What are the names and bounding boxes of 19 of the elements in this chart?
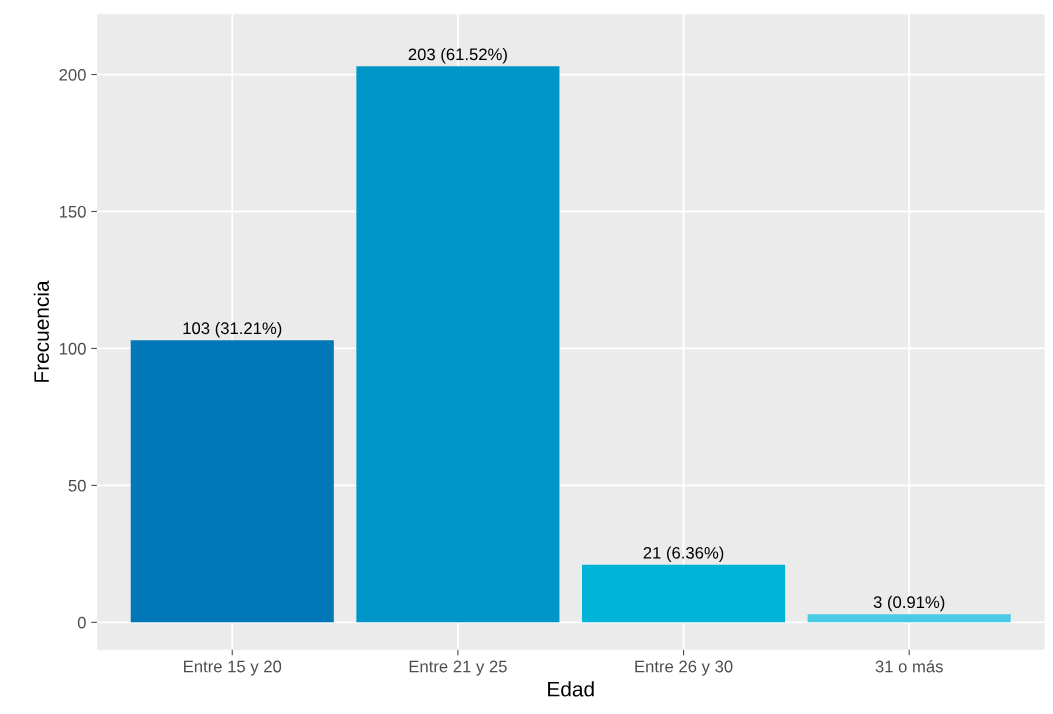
- y-tick-label: 0: [77, 616, 86, 629]
- data-label: 103 (31.21%): [183, 321, 282, 338]
- bar: [356, 66, 560, 623]
- data-label: 21 (6.36%): [643, 546, 724, 563]
- x-tick-label: Entre 15 y 20: [184, 660, 282, 676]
- data-label: 3 (0.91%): [873, 595, 945, 612]
- bar: [582, 564, 786, 623]
- y-tick-label: 200: [59, 68, 86, 81]
- x-tick-label: Entre 21 y 25: [409, 660, 507, 676]
- y-tick-label: 150: [59, 205, 86, 218]
- y-tick-label: 50: [68, 479, 86, 492]
- y-tick-label: 100: [59, 342, 86, 355]
- x-axis-title: Edad: [548, 681, 594, 697]
- x-tick-label: 31 o más: [875, 659, 943, 673]
- bar: [130, 340, 334, 623]
- y-axis-title: Frecuencia: [33, 280, 49, 382]
- bar: [807, 614, 1011, 623]
- x-tick-label: Entre 26 y 30: [635, 660, 733, 676]
- data-label: 203 (61.52%): [408, 48, 507, 64]
